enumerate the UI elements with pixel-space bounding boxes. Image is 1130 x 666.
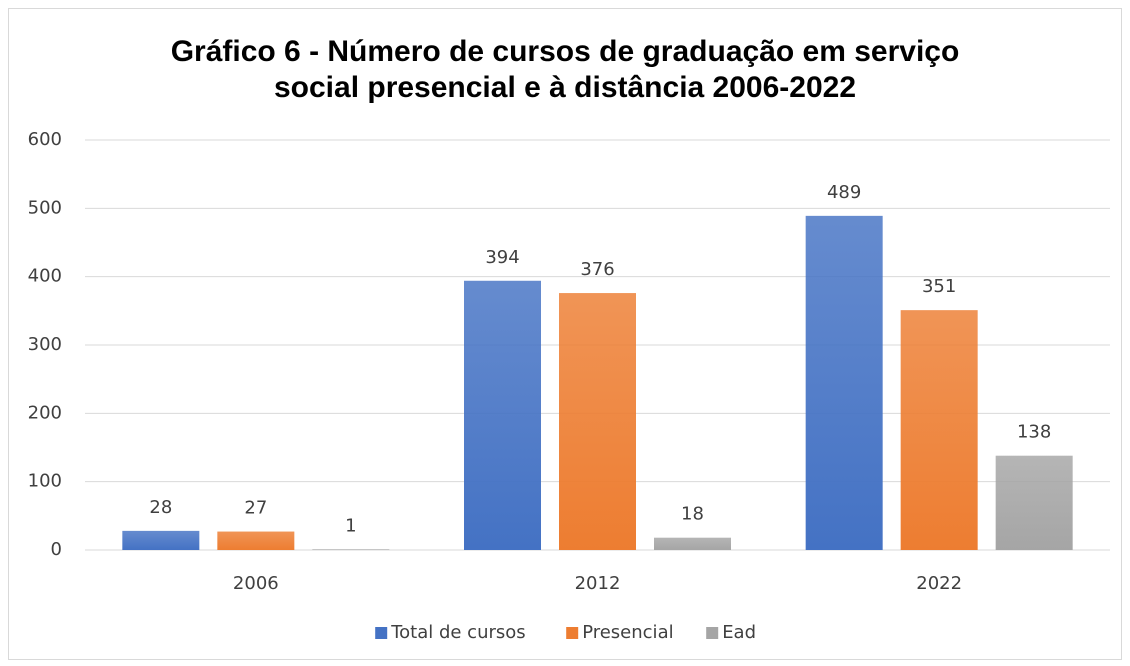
data-label: 138: [1017, 422, 1051, 443]
x-tick-label: 2012: [575, 573, 621, 594]
bar: [559, 293, 636, 550]
bar: [995, 455, 1073, 550]
legend-label: Total de cursos: [390, 622, 525, 643]
data-label: 376: [580, 259, 614, 280]
data-label: 489: [827, 182, 861, 203]
y-tick-label: 300: [28, 334, 62, 355]
data-label: 394: [485, 247, 519, 268]
bar: [122, 530, 200, 550]
bar: [217, 531, 295, 550]
bar: [900, 310, 978, 550]
bar: [654, 537, 731, 550]
legend-label: Ead: [722, 622, 756, 643]
legend-swatch: [706, 627, 719, 639]
x-tick-label: 2022: [916, 573, 962, 594]
y-tick-label: 200: [28, 402, 62, 423]
y-tick-label: 600: [28, 129, 62, 150]
bar: [805, 215, 883, 550]
data-label: 351: [922, 276, 956, 297]
bar: [464, 280, 541, 550]
x-tick-label: 2006: [233, 573, 279, 594]
data-label: 18: [681, 504, 704, 525]
bar: [312, 549, 390, 550]
y-tick-label: 100: [28, 471, 62, 492]
legend-label: Presencial: [582, 622, 673, 643]
y-tick-label: 0: [51, 539, 62, 560]
legend-swatch: [375, 627, 388, 639]
y-tick-label: 400: [28, 266, 62, 287]
y-tick-label: 500: [28, 197, 62, 218]
data-label: 27: [244, 498, 267, 519]
chart-title: Gráfico 6 - Número de cursos de graduaçã…: [170, 35, 960, 104]
data-label: 28: [149, 497, 172, 518]
data-label: 1: [345, 515, 356, 536]
legend-swatch: [566, 627, 579, 639]
